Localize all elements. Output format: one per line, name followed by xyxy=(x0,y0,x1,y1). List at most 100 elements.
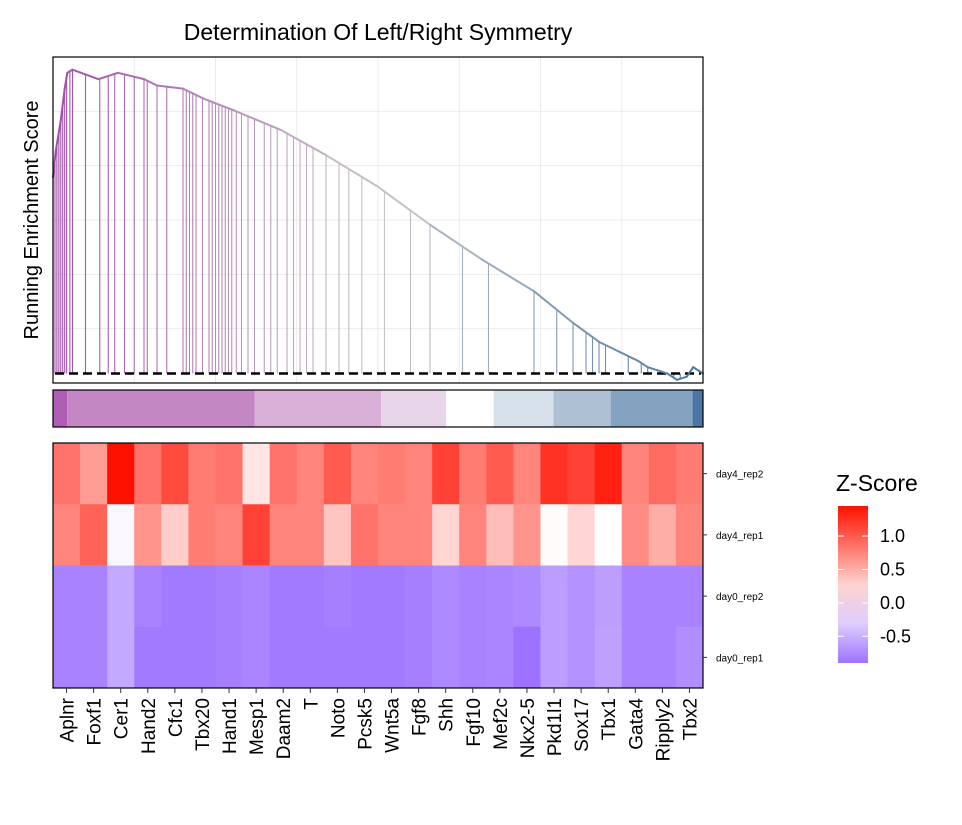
column-label: Daam2 xyxy=(274,698,295,759)
heatmap-cell xyxy=(675,626,704,689)
heatmap-cell xyxy=(107,626,135,689)
heatmap-cell xyxy=(486,443,514,505)
heatmap-cell xyxy=(432,626,460,689)
heatmap-cell xyxy=(269,443,298,505)
heatmap-cell xyxy=(567,626,596,689)
column-label: Fgf8 xyxy=(410,698,431,736)
legend-tick-label: 1.0 xyxy=(880,526,905,546)
heatmap-cell xyxy=(296,504,325,566)
heatmap-cell xyxy=(161,565,189,628)
curve-segment xyxy=(429,223,483,261)
column-label: Cer1 xyxy=(112,698,133,739)
curve-segment xyxy=(279,128,327,157)
heatmap-cell xyxy=(513,626,541,689)
heatmap-cell xyxy=(648,565,677,628)
colorbar-segment xyxy=(446,390,494,427)
heatmap-cell xyxy=(594,504,623,566)
heatmap-cell xyxy=(296,565,325,628)
heatmap-cell xyxy=(134,504,162,566)
heatmap-cell xyxy=(242,565,271,628)
heatmap-cell xyxy=(486,504,514,566)
curve-segment xyxy=(54,119,62,153)
y-axis-label: Running Enrichment Score xyxy=(21,100,43,339)
legend-colorbar xyxy=(838,506,868,663)
curve-segment xyxy=(156,84,184,90)
row-label: day0_rep1 xyxy=(716,653,764,664)
column-label: Shh xyxy=(437,698,458,732)
column-label: Fgf10 xyxy=(464,698,485,747)
heatmap-cell xyxy=(540,504,569,566)
heatmap-cell xyxy=(459,443,487,505)
heatmap-cell xyxy=(350,565,379,628)
heatmap-row-labels: day4_rep2 day4_rep1 day0_rep2 day0_rep1 xyxy=(703,470,764,664)
heatmap-cell xyxy=(188,443,216,505)
heatmap-cell xyxy=(378,565,406,628)
heatmap-cell xyxy=(161,626,189,689)
heatmap-cell xyxy=(621,443,650,505)
heatmap-cell xyxy=(350,443,379,505)
heatmap-cell xyxy=(621,626,650,689)
heatmap-cell xyxy=(594,626,623,689)
heatmap-cell xyxy=(486,565,514,628)
curve-segment xyxy=(666,372,678,381)
curve-segment xyxy=(325,154,379,188)
curve-segment xyxy=(637,359,649,369)
heatmap-cell xyxy=(567,504,596,566)
heatmap-cell xyxy=(323,504,352,566)
heatmap-cell xyxy=(567,565,596,628)
column-label: Tbx2 xyxy=(680,698,701,740)
heatmap-cell xyxy=(432,504,460,566)
heatmap-cell xyxy=(540,443,569,505)
heatmap-cell xyxy=(188,504,216,566)
curve-segment xyxy=(234,109,282,131)
heatmap-cell xyxy=(269,565,298,628)
heatmap-cell xyxy=(567,443,596,505)
heatmap-cell xyxy=(134,443,162,505)
colorbar-border xyxy=(52,389,704,428)
curve-segment xyxy=(692,366,704,375)
curve-segment xyxy=(377,185,431,226)
curve-segment xyxy=(201,97,236,112)
curve-segment xyxy=(97,71,119,81)
curve-segment xyxy=(182,87,204,100)
expression-heatmap xyxy=(53,443,704,689)
legend-tick-label: -0.5 xyxy=(880,626,911,646)
column-label: Nkx2-5 xyxy=(518,698,539,758)
heatmap-cell xyxy=(215,504,244,566)
column-label: Gata4 xyxy=(626,698,647,750)
heatmap-cell xyxy=(242,504,271,566)
heatmap-cell xyxy=(405,504,433,566)
heatmap-cell xyxy=(296,626,325,689)
heatmap-cell xyxy=(134,565,162,628)
curve-segment xyxy=(143,78,158,87)
heatmap-cell xyxy=(378,504,406,566)
heatmap-cell xyxy=(188,565,216,628)
heatmap-cell xyxy=(350,504,379,566)
heatmap-cell xyxy=(188,626,216,689)
column-label: T xyxy=(301,698,322,710)
heatmap-cell xyxy=(269,504,298,566)
heatmap-cell xyxy=(134,626,162,689)
colorbar-segment xyxy=(553,390,611,427)
heatmap-cell xyxy=(161,504,189,566)
curve-segment xyxy=(676,375,688,381)
heatmap-cell xyxy=(540,626,569,689)
row-label: day4_rep2 xyxy=(716,470,764,481)
heatmap-cell xyxy=(405,565,433,628)
curve-segment xyxy=(646,366,659,372)
heatmap-cell xyxy=(513,504,541,566)
heatmap-cell xyxy=(215,565,244,628)
heatmap-cell xyxy=(269,626,298,689)
heatmap-cell xyxy=(53,504,81,566)
heatmap-cell xyxy=(648,626,677,689)
heatmap-cell xyxy=(53,565,81,628)
colorbar-segment xyxy=(67,390,255,427)
heatmap-cell xyxy=(513,565,541,628)
heatmap-cell xyxy=(459,626,487,689)
heatmap-cell xyxy=(648,504,677,566)
column-label: Tbx1 xyxy=(599,698,620,740)
heatmap-cell xyxy=(486,626,514,689)
heatmap-column-labels: Aplnr Foxf1 Cer1 Hand2 Cfc1 Tbx20 Hand1 Mesp1 Da… xyxy=(58,688,701,761)
heatmap-cell xyxy=(323,565,352,628)
